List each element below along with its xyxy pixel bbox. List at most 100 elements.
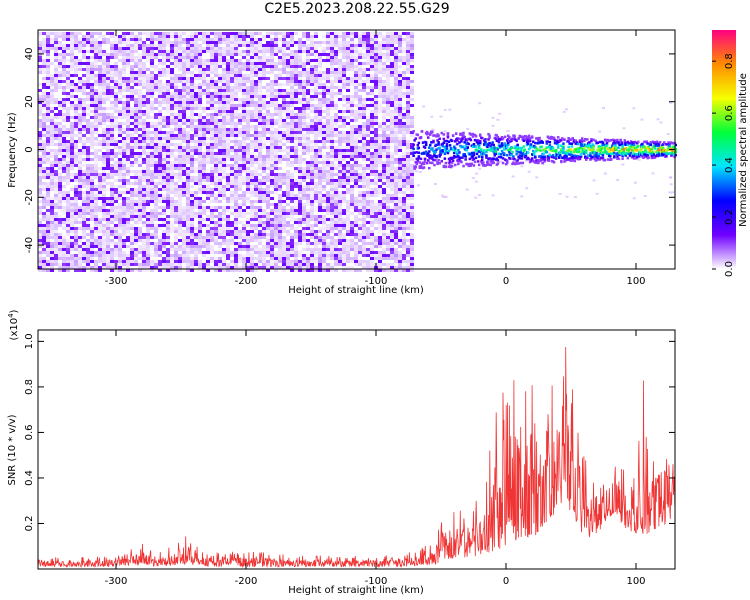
noise-cell bbox=[158, 206, 162, 209]
noise-cell bbox=[106, 83, 110, 86]
noise-cell bbox=[274, 161, 278, 164]
noise-cell bbox=[234, 149, 238, 152]
noise-cell bbox=[110, 254, 114, 257]
noise-cell bbox=[142, 77, 146, 80]
noise-cell bbox=[62, 146, 66, 149]
noise-cell bbox=[262, 215, 266, 218]
noise-cell bbox=[98, 143, 102, 146]
noise-cell bbox=[282, 206, 286, 209]
noise-cell bbox=[250, 59, 254, 62]
noise-cell bbox=[122, 71, 126, 74]
noise-cell bbox=[86, 113, 90, 116]
noise-cell bbox=[322, 242, 326, 245]
noise-cell bbox=[54, 35, 58, 38]
noise-cell bbox=[102, 176, 106, 179]
noise-cell bbox=[314, 260, 318, 263]
noise-cell bbox=[294, 107, 298, 110]
noise-cell bbox=[106, 254, 110, 257]
noise-cell bbox=[318, 221, 322, 224]
noise-cell bbox=[154, 212, 158, 215]
noise-cell bbox=[102, 89, 106, 92]
noise-cell bbox=[198, 146, 202, 149]
noise-cell bbox=[214, 38, 218, 41]
noise-cell bbox=[158, 116, 162, 119]
noise-cell bbox=[162, 260, 166, 263]
noise-cell bbox=[234, 113, 238, 116]
noise-cell bbox=[42, 269, 46, 272]
noise-cell bbox=[290, 269, 294, 272]
noise-cell bbox=[282, 191, 286, 194]
noise-cell bbox=[106, 41, 110, 44]
noise-cell bbox=[110, 230, 114, 233]
noise-cell bbox=[86, 98, 90, 101]
noise-cell bbox=[234, 134, 238, 137]
noise-cell bbox=[302, 167, 306, 170]
noise-cell bbox=[150, 47, 154, 50]
noise-cell bbox=[46, 236, 50, 239]
noise-cell bbox=[286, 254, 290, 257]
noise-cell bbox=[266, 233, 270, 236]
noise-cell bbox=[102, 53, 106, 56]
noise-cell bbox=[186, 119, 190, 122]
noise-cell bbox=[114, 161, 118, 164]
noise-cell bbox=[146, 68, 150, 71]
noise-cell bbox=[314, 146, 318, 149]
noise-cell bbox=[54, 233, 58, 236]
noise-cell bbox=[94, 170, 98, 173]
noise-cell bbox=[218, 128, 222, 131]
noise-cell bbox=[282, 209, 286, 212]
noise-cell bbox=[194, 197, 198, 200]
noise-cell bbox=[154, 218, 158, 221]
noise-cell bbox=[314, 80, 318, 83]
noise-cell bbox=[210, 98, 214, 101]
noise-cell bbox=[326, 254, 330, 257]
noise-cell bbox=[70, 86, 74, 89]
noise-cell bbox=[146, 56, 150, 59]
noise-cell bbox=[110, 263, 114, 266]
noise-cell bbox=[194, 233, 198, 236]
noise-cell bbox=[194, 113, 198, 116]
noise-cell bbox=[46, 161, 50, 164]
noise-cell bbox=[286, 239, 290, 242]
noise-cell bbox=[242, 140, 246, 143]
noise-cell bbox=[278, 188, 282, 191]
noise-cell bbox=[186, 131, 190, 134]
noise-cell bbox=[78, 134, 82, 137]
noise-cell bbox=[238, 41, 242, 44]
noise-cell bbox=[294, 50, 298, 53]
noise-cell bbox=[258, 68, 262, 71]
noise-cell bbox=[250, 158, 254, 161]
noise-cell bbox=[130, 251, 134, 254]
noise-cell bbox=[166, 32, 170, 35]
noise-cell bbox=[218, 110, 222, 113]
noise-cell bbox=[190, 218, 194, 221]
noise-cell bbox=[86, 107, 90, 110]
noise-cell bbox=[102, 155, 106, 158]
noise-cell bbox=[174, 89, 178, 92]
noise-cell bbox=[46, 47, 50, 50]
noise-cell bbox=[198, 50, 202, 53]
noise-cell bbox=[78, 32, 82, 35]
noise-cell bbox=[150, 131, 154, 134]
noise-cell bbox=[222, 218, 226, 221]
noise-cell bbox=[290, 113, 294, 116]
noise-cell bbox=[282, 257, 286, 260]
noise-cell bbox=[126, 158, 130, 161]
noise-cell bbox=[326, 47, 330, 50]
noise-cell bbox=[102, 68, 106, 71]
noise-cell bbox=[282, 116, 286, 119]
noise-cell bbox=[306, 269, 310, 272]
noise-cell bbox=[218, 41, 222, 44]
noise-cell bbox=[110, 116, 114, 119]
noise-cell bbox=[178, 95, 182, 98]
noise-cell bbox=[190, 95, 194, 98]
noise-cell bbox=[130, 239, 134, 242]
noise-cell bbox=[214, 71, 218, 74]
noise-cell bbox=[258, 56, 262, 59]
noise-cell bbox=[130, 71, 134, 74]
noise-cell bbox=[326, 161, 330, 164]
noise-cell bbox=[282, 176, 286, 179]
noise-cell bbox=[174, 194, 178, 197]
noise-cell bbox=[118, 107, 122, 110]
noise-cell bbox=[58, 167, 62, 170]
